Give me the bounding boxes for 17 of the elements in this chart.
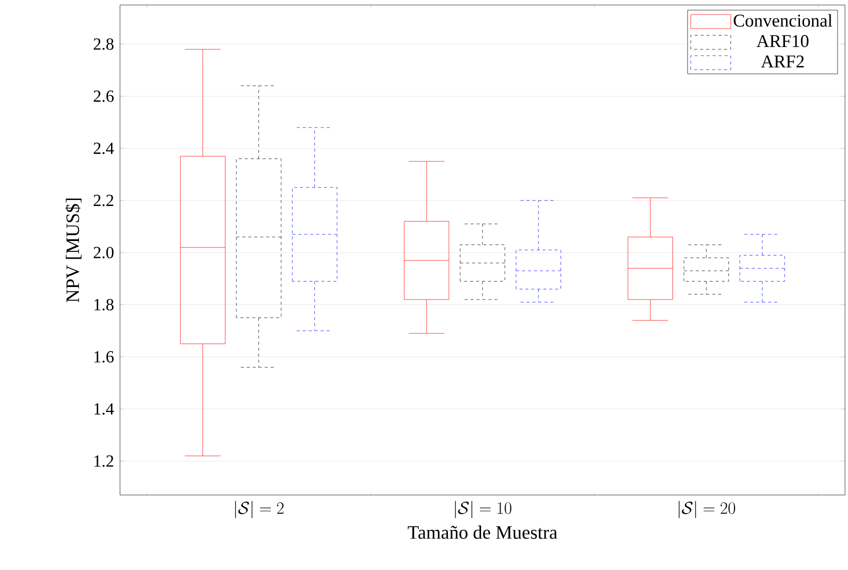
x-tick-label: $|\mathcal{S}|= 20$ bbox=[678, 500, 736, 518]
x-tick-label: $|\mathcal{S}| = 2$ bbox=[235, 500, 284, 518]
y-tick-label: 2.0 bbox=[94, 246, 114, 258]
legend-label: ARF2 bbox=[761, 55, 804, 68]
x-axis-title: Tamaño de Muestra bbox=[408, 526, 558, 539]
y-tick-label: 1.2 bbox=[94, 455, 114, 467]
x-tick-label: $|\mathcal{S}| = 10$ bbox=[455, 500, 512, 518]
y-axis-title: NPV [MUS$] bbox=[65, 198, 82, 302]
y-tick-label: 1.8 bbox=[94, 298, 114, 310]
y-tick-label: 1.4 bbox=[94, 403, 114, 415]
legend-label: Convencional bbox=[734, 14, 832, 27]
y-tick-label: 2.8 bbox=[94, 38, 114, 50]
y-tick-label: 2.6 bbox=[94, 90, 114, 102]
y-tick-label: 2.4 bbox=[94, 142, 114, 154]
y-tick-label: 1.6 bbox=[94, 351, 114, 363]
legend-label: ARF10 bbox=[756, 35, 808, 48]
y-tick-label: 2.2 bbox=[94, 194, 114, 206]
